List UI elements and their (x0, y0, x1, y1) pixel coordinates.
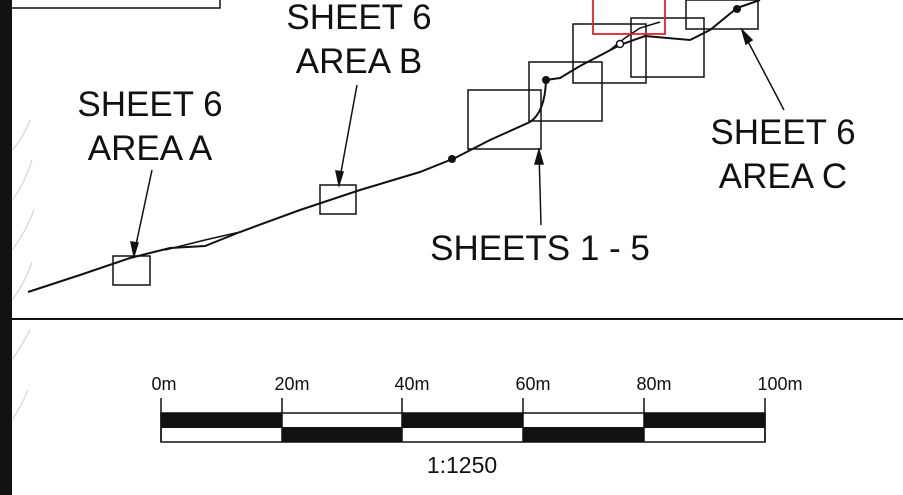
frame-left-border (0, 0, 12, 495)
scale-segment-2-bottom (282, 427, 402, 442)
scale-label-40: 40m (394, 374, 429, 394)
scale-segment-1-top (161, 413, 282, 428)
background-hatch (11, 119, 35, 421)
route-marker-1 (448, 155, 456, 163)
scale-label-80: 80m (636, 374, 671, 394)
scale-label-60: 60m (515, 374, 550, 394)
sheet6-area-a-box (112, 255, 151, 286)
scale-label-20: 20m (274, 374, 309, 394)
label-area-a-line1: SHEET 6 (77, 85, 222, 124)
route-spur-a (164, 231, 241, 251)
route-marker-3 (615, 39, 625, 49)
leader-area-b-arrowhead (335, 170, 344, 188)
sheet-current-highlight-box (592, 0, 666, 35)
route-marker-2 (542, 76, 550, 84)
sheet6-area-b-box (319, 184, 357, 215)
sheet-4-box (630, 17, 705, 78)
label-area-c-line1: SHEET 6 (710, 113, 855, 152)
leader-area-c-arrowhead (740, 27, 754, 46)
label-sheets-1-5: SHEETS 1 - 5 (430, 229, 650, 268)
leader-sheets-1-5-arrowhead (534, 147, 544, 165)
leader-area-b (338, 84, 358, 184)
label-area-b-line1: SHEET 6 (286, 0, 431, 37)
label-area-b-line2: AREA B (296, 42, 422, 81)
scale-ratio: 1:1250 (427, 452, 497, 478)
label-area-a-line2: AREA A (88, 129, 213, 168)
scale-bar: 0m 20m 40m 60m 80m 100m 1:1250 (151, 374, 802, 478)
scale-label-100: 100m (757, 374, 802, 394)
leader-area-a-arrowhead (130, 241, 139, 259)
label-area-c-line2: AREA C (719, 157, 847, 196)
scale-label-0: 0m (151, 374, 176, 394)
leader-area-a (133, 169, 153, 255)
sheet-2-box (528, 61, 603, 122)
sheet6-area-c-box (685, 0, 759, 30)
sheet-1-box (467, 89, 542, 150)
top-left-box-edge (12, 0, 221, 9)
scale-segment-3-top (402, 413, 523, 428)
leader-area-c (742, 31, 785, 111)
scale-segment-5-top (644, 413, 765, 428)
route-marker-4 (733, 5, 741, 13)
sheet-3-box (572, 23, 647, 84)
scale-segment-4-bottom (523, 427, 644, 442)
